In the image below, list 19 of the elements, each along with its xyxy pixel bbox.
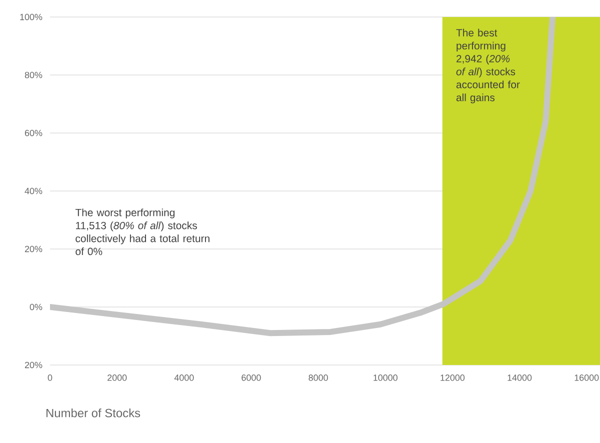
x-tick-label: 8000 — [308, 374, 328, 381]
x-tick-label: 10000 — [374, 374, 398, 381]
y-tick-label: 100% — [20, 14, 42, 20]
x-tick-label: 16000 — [574, 374, 599, 381]
x-tick-label: 12000 — [440, 374, 465, 381]
y-tick-label: 20% — [24, 246, 42, 252]
x-tick-label: 6000 — [242, 374, 261, 381]
x-tick-label: 14000 — [508, 374, 532, 381]
y-tick-label: 60% — [24, 130, 42, 136]
x-axis-title: Number of Stocks — [46, 408, 140, 418]
y-tick-label: 0% — [30, 304, 42, 310]
x-tick-label: 0 — [48, 374, 52, 381]
y-tick-label: 80% — [24, 72, 42, 78]
x-tick-label: 4000 — [174, 374, 194, 381]
y-tick-label: 20% — [24, 362, 42, 368]
y-tick-label: 40% — [24, 188, 42, 194]
annotation: The best performing 2,942 (20% of all) stocks accounted for all gains — [456, 28, 520, 104]
annotation: The worst performing 11,513 (80% of all) stocks collectively had a total return of 0% — [75, 208, 210, 256]
x-tick-label: 2000 — [108, 374, 127, 381]
